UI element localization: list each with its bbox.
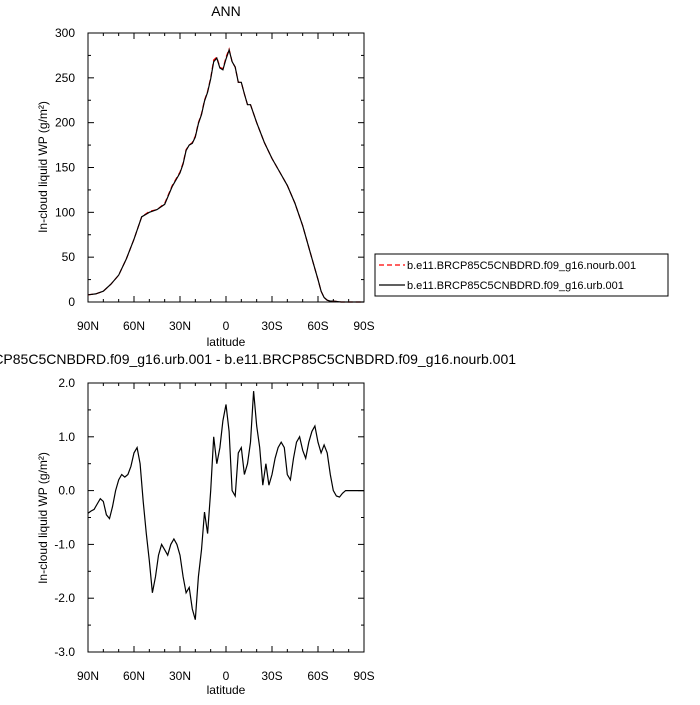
top-x-tick-label: 60S [307,319,328,333]
top-series-line-1 [87,47,364,303]
top-x-tick-label: 60N [123,319,145,333]
bottom-panel: 90N 60N 30N 0 30S 60S 90S -3.0 -2.0 -1.0 0.0 1.0 2.0 [54,376,374,683]
bottom-ylabel: In-cloud liquid WP (g/m²) [36,452,50,584]
top-x-tick-label: 0 [223,319,230,333]
bottom-y-tick-label: 2.0 [58,376,75,390]
bottom-x-tick-label: 0 [223,669,230,683]
top-y-tick-label: 100 [55,205,75,219]
bottom-series-line-0 [87,391,364,620]
bottom-y-tick-label: -1.0 [54,537,75,551]
bottom-x-tick-label: 60S [307,669,328,683]
top-y-tick-label: 200 [55,116,75,130]
bottom-y-tick-label: 1.0 [58,430,75,444]
top-x-tick-label: 90S [353,319,374,333]
top-y-tick-label: 300 [55,26,75,40]
top-ylabel: In-cloud liquid WP (g/m²) [36,101,50,233]
bottom-x-tick-label: 30N [169,669,191,683]
legend-label-1: b.e11.BRCP85C5CNBDRD.f09_g16.urb.001 [407,280,624,292]
top-panel: 90N 60N 30N 0 30S 60S 90S 0 50 100 150 200 250 300 [55,26,375,333]
bottom-y-tick-label: -2.0 [54,591,75,605]
top-y-tick-label: 250 [55,71,75,85]
bottom-plot-frame [87,382,365,653]
legend-box [374,253,669,297]
bottom-x-tick-label: 60N [123,669,145,683]
top-y-tick-label: 50 [62,250,76,264]
top-y-tick-label: 150 [55,161,75,175]
bottom-y-tick-label: -3.0 [54,645,75,659]
top-plot-frame [87,32,365,303]
legend: b.e11.BRCP85C5CNBDRD.f09_g16.nourb.001 b.… [374,253,669,297]
bottom-xlabel: latitude [207,683,246,697]
top-x-tick-label: 90N [77,319,99,333]
bottom-x-tick-label: 90S [353,669,374,683]
legend-label-0: b.e11.BRCP85C5CNBDRD.f09_g16.nourb.001 [407,260,636,272]
bottom-y-tick-label: 0.0 [58,484,75,498]
bottom-title: b.e11.BRCP85C5CNBDRD.f09_g16.urb.001 - b… [0,351,516,367]
top-x-tick-label: 30N [169,319,191,333]
top-title: ANN [211,3,241,19]
top-xlabel: latitude [207,335,246,349]
bottom-x-tick-label: 90N [77,669,99,683]
top-y-tick-label: 0 [68,295,75,309]
top-x-tick-label: 30S [261,319,282,333]
bottom-x-tick-label: 30S [261,669,282,683]
top-series-line-0 [87,47,364,303]
